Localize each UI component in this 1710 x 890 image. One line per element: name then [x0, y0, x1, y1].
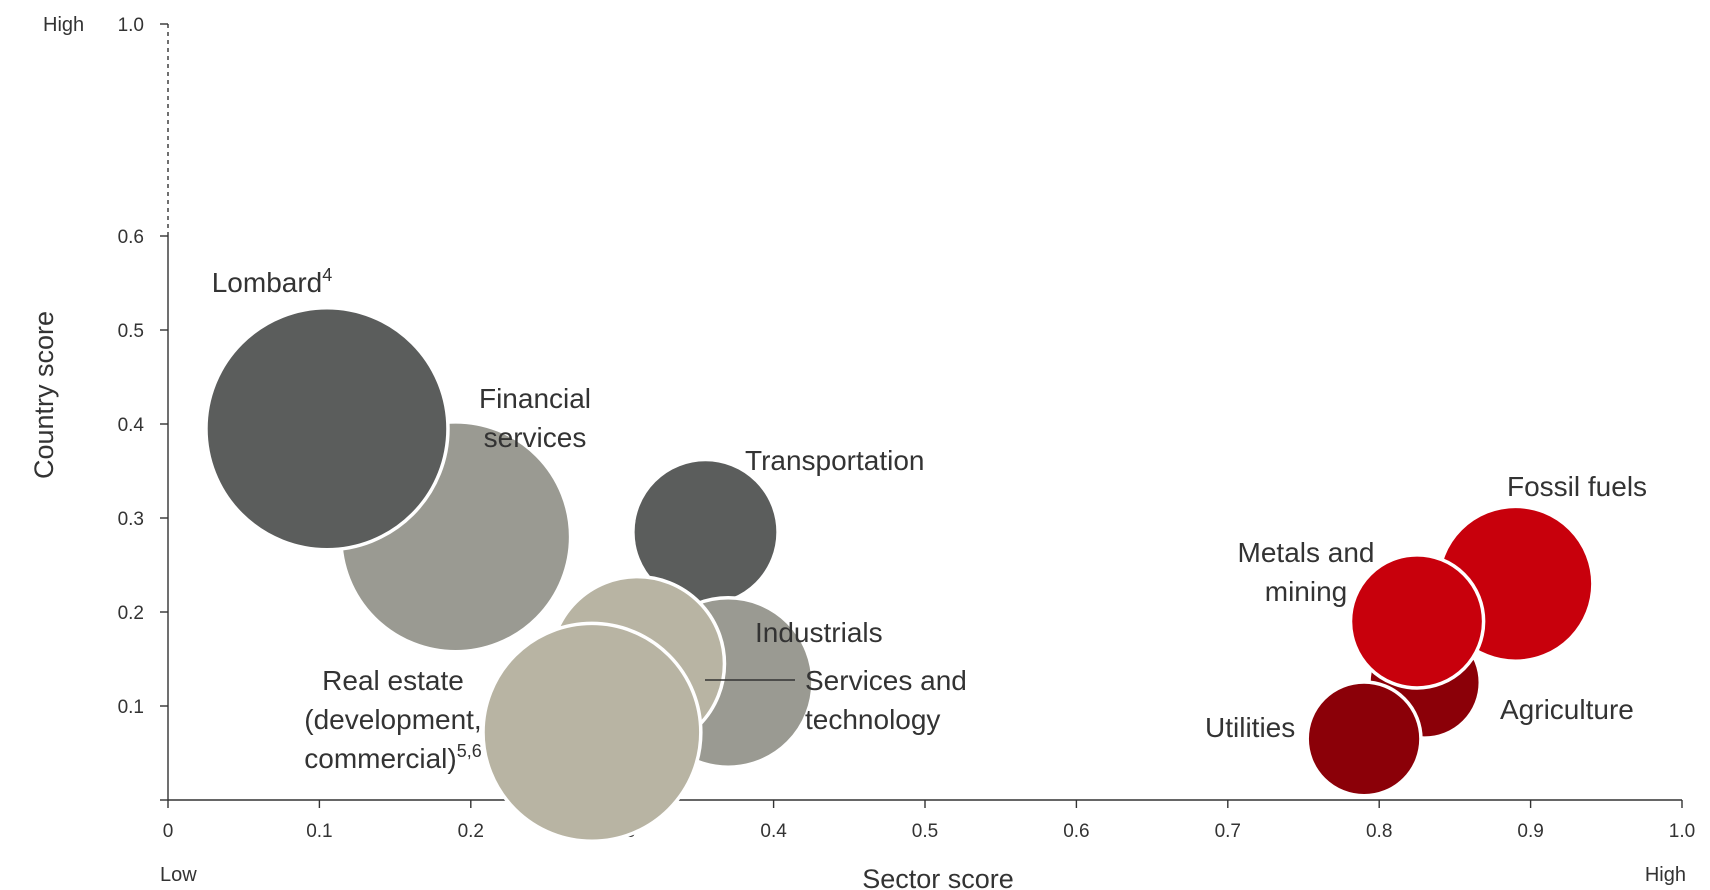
- bubble-label: Lombard4: [212, 265, 333, 298]
- bubble-label-line: Fossil fuels: [1507, 471, 1647, 502]
- bubble-lombard: [204, 305, 450, 552]
- bubble-label: Fossil fuels: [1507, 471, 1647, 502]
- y-tick-label: 1.0: [118, 15, 144, 36]
- bubble-label: Agriculture: [1500, 694, 1634, 725]
- bubble-label: Financial services: [479, 383, 591, 453]
- x-tick-label: 0.5: [912, 821, 938, 842]
- y-tick-label: 0.6: [118, 227, 144, 248]
- bubble-label-line: Utilities: [1205, 712, 1295, 743]
- x-tick-label: 0.2: [458, 821, 484, 842]
- bubble-label-line: Agriculture: [1500, 694, 1634, 725]
- x-tick-label: 0.4: [760, 821, 787, 842]
- y-tick-label: 0.2: [118, 603, 144, 624]
- bubble-label: Metals and mining: [1238, 537, 1375, 607]
- bubble-label-line: Services and: [805, 665, 967, 696]
- bubble-label-line: Transportation: [745, 445, 925, 476]
- y-tick-label: 0.3: [118, 509, 144, 530]
- bubble-label-line: mining: [1265, 576, 1347, 607]
- y-axis-title: Country score: [29, 311, 59, 479]
- bubble-label-line: Industrials: [755, 617, 883, 648]
- x-tick-label: 0.9: [1517, 821, 1543, 842]
- bubble-utilities: [1305, 680, 1423, 798]
- bubble-label-line: technology: [805, 704, 940, 735]
- bubble-label: Utilities: [1205, 712, 1295, 743]
- bubble-label-line: (development,: [304, 704, 481, 735]
- x-tick-label: 0.1: [306, 821, 332, 842]
- bubble-label: Services and technology: [805, 665, 967, 735]
- x-axis-title: Sector score: [862, 864, 1014, 890]
- bubble-real-estate-development-commercial: [481, 621, 703, 843]
- x-axis-low-label: Low: [160, 864, 197, 886]
- y-tick-label: 0.1: [118, 697, 144, 718]
- x-tick-label: 0.7: [1215, 821, 1241, 842]
- bubble-metals-and-mining: [1348, 553, 1486, 690]
- bubble-label-line: services: [484, 422, 587, 453]
- x-tick-label: 0.6: [1063, 821, 1089, 842]
- bubble-label-line: Financial: [479, 383, 591, 414]
- bubble-label-line: commercial): [304, 743, 456, 774]
- bubble-labels: Financial services Lombard4 Transportation I…: [212, 265, 1647, 774]
- bubbles: [204, 305, 1595, 843]
- bubble-label: Transportation: [745, 445, 925, 476]
- footnote-marker: 5,6: [457, 741, 482, 761]
- x-tick-label: 1.0: [1669, 821, 1695, 842]
- bubble-label: Real estate (development, commercial)5,6: [304, 665, 482, 774]
- x-tick-label: 0.8: [1366, 821, 1392, 842]
- footnote-marker: 4: [322, 265, 332, 285]
- y-axis-high-label: High: [43, 14, 84, 36]
- x-tick-label: 0: [163, 821, 174, 842]
- bubble-label: Industrials: [755, 617, 883, 648]
- y-tick-label: 0.4: [118, 415, 145, 436]
- bubble-label-line: Real estate: [322, 665, 464, 696]
- bubble-label-line: Metals and: [1238, 537, 1375, 568]
- bubble-label-line: Lombard: [212, 267, 323, 298]
- y-tick-label: 0.5: [118, 321, 144, 342]
- x-axis-high-label: High: [1645, 864, 1686, 886]
